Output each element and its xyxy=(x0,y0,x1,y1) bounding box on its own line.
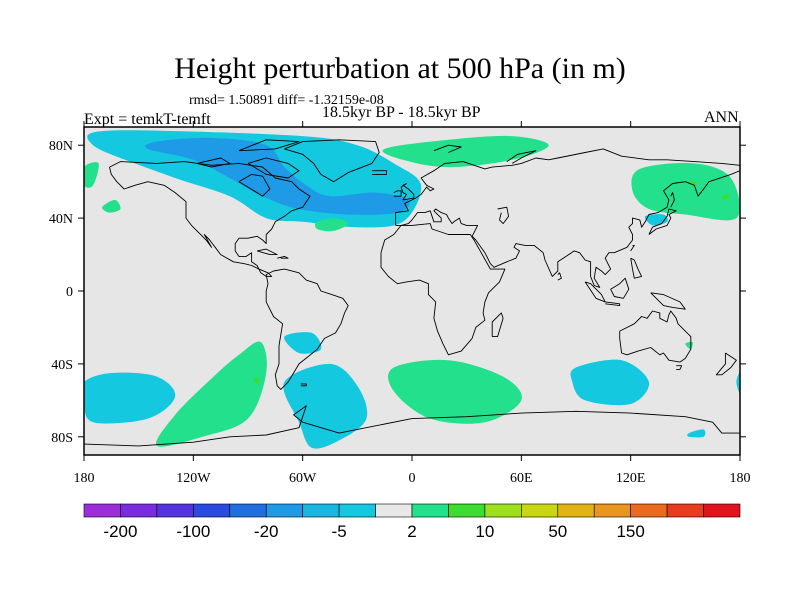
colorbar-box xyxy=(448,503,486,518)
coastline-greenland xyxy=(284,139,380,183)
lon-tick-label: 120W xyxy=(176,471,211,486)
colorbar-box xyxy=(338,503,376,518)
colorbar-box xyxy=(265,503,303,518)
perturbation-field-layer xyxy=(84,130,740,449)
field-neg-s-atlantic xyxy=(284,332,322,354)
lon-tick-label: 0 xyxy=(409,471,416,486)
lat-tick-label: 40N xyxy=(49,212,73,227)
coastline-eurasia xyxy=(395,148,740,288)
coastline-iceland xyxy=(371,170,387,175)
coastline-sumatra xyxy=(584,281,606,303)
coastline-caspian-sea xyxy=(497,206,510,225)
lon-tick-label: 180 xyxy=(730,471,751,486)
lon-tick-label: 60E xyxy=(510,471,533,486)
coastline-ireland xyxy=(393,190,402,197)
field-pos-siberia xyxy=(631,162,740,221)
colorbar-box xyxy=(193,503,231,518)
coastline-taiwan xyxy=(630,244,635,252)
plot-title: Height perturbation at 500 hPa (in m) xyxy=(174,52,626,85)
coastline-hudson-bay xyxy=(238,173,271,197)
field-pos-greenland-eurasia xyxy=(382,135,549,168)
colorbar-box xyxy=(484,503,522,518)
lon-tick-label: 60W xyxy=(289,471,317,486)
colorbar-box xyxy=(411,503,449,518)
lat-tick-label: 80N xyxy=(49,139,73,154)
coastline-africa xyxy=(380,223,506,356)
coastline-victoria-island xyxy=(196,157,231,168)
colorbar-label: 150 xyxy=(616,522,644,541)
experiment-label: Expt = temkT-temft xyxy=(84,111,211,128)
lat-tick-label: 0 xyxy=(66,285,73,300)
lon-tick-label: 120E xyxy=(616,471,646,486)
coastline-ellesmere xyxy=(238,139,300,152)
colorbar-box xyxy=(666,503,704,518)
colorbar-box xyxy=(703,503,741,518)
coastline-japan xyxy=(648,208,677,235)
rmsd-diff-stats: rmsd= 1.50891 diff= -1.32159e-08 xyxy=(189,93,384,108)
coastline-baffin xyxy=(247,157,300,179)
coastline-sri-lanka xyxy=(557,272,562,281)
colorbar-box xyxy=(630,503,668,518)
lat-tick-label: 40S xyxy=(51,358,73,373)
field-core-arabia xyxy=(721,194,730,200)
colorbar-label: 50 xyxy=(548,522,567,541)
coastline-hispaniola xyxy=(277,255,289,259)
field-neg-s-pacific xyxy=(84,372,176,424)
colorbar-box xyxy=(302,503,340,518)
coastline-new-guinea xyxy=(650,292,686,310)
coastline-svalbard xyxy=(433,144,462,153)
lon-tick-label: 180 xyxy=(74,471,95,486)
colorbar-label: 2 xyxy=(407,522,416,541)
coastline-java xyxy=(605,301,621,307)
coastline-great-britain xyxy=(400,183,415,201)
coastline-cuba xyxy=(256,248,278,256)
coastline-borneo xyxy=(610,277,630,299)
coastline-north-america xyxy=(109,161,311,277)
coastline-south-america xyxy=(265,268,349,390)
field-pos-indian xyxy=(388,359,522,424)
coastline-sakhalin xyxy=(670,192,675,208)
field-pos-pacific xyxy=(102,199,121,213)
perturbation-core-layer xyxy=(253,181,730,384)
colorbar-box xyxy=(229,503,267,518)
colorbar-box xyxy=(557,503,595,518)
coastline-madagascar xyxy=(491,312,504,338)
colorbar-box xyxy=(593,503,631,518)
colorbar-box xyxy=(156,503,194,518)
lat-tick-label: 80S xyxy=(51,431,73,446)
field-neg-aus xyxy=(570,359,650,406)
coastline-australia xyxy=(619,310,692,363)
period-label: 18.5kyr BP - 18.5kyr BP xyxy=(322,104,481,121)
coastline-antarctica xyxy=(84,405,740,447)
colorbar-label: -20 xyxy=(254,522,279,541)
colorbar-box xyxy=(375,503,413,518)
field-pos-atlantic xyxy=(315,218,349,232)
coastline-novaya-zemlya xyxy=(506,150,537,164)
colorbar-box xyxy=(120,503,158,518)
field-neg-drake xyxy=(283,363,368,449)
field-neg-antarctic-tip xyxy=(687,429,706,438)
colorbar-box xyxy=(83,503,121,518)
coastline-tasmania xyxy=(676,365,683,370)
axis-ticks-layer: 180 120W 60W 0 60E 120E 180 80N 40N 0 40S 80S xyxy=(49,121,751,486)
coastline-philippines xyxy=(630,257,643,279)
colorbar-label: -100 xyxy=(176,522,210,541)
colorbar-label: 10 xyxy=(475,522,494,541)
colorbar: -200 -100 -20 -5 2 10 50 150 xyxy=(83,503,741,541)
colorbar-label: -5 xyxy=(332,522,347,541)
coastline-falklands xyxy=(300,383,307,387)
field-core-pacific-ne xyxy=(688,181,697,186)
field-core-s-am xyxy=(253,377,260,384)
season-label: ANN xyxy=(704,109,739,126)
colorbar-label: -200 xyxy=(103,522,137,541)
field-neg-far-east xyxy=(736,372,740,394)
coastline-layer xyxy=(84,139,740,447)
colorbar-box xyxy=(521,503,559,518)
field-pos-south-am xyxy=(155,341,267,447)
coastline-new-zealand xyxy=(715,352,737,376)
field-pos-nw xyxy=(84,162,99,188)
